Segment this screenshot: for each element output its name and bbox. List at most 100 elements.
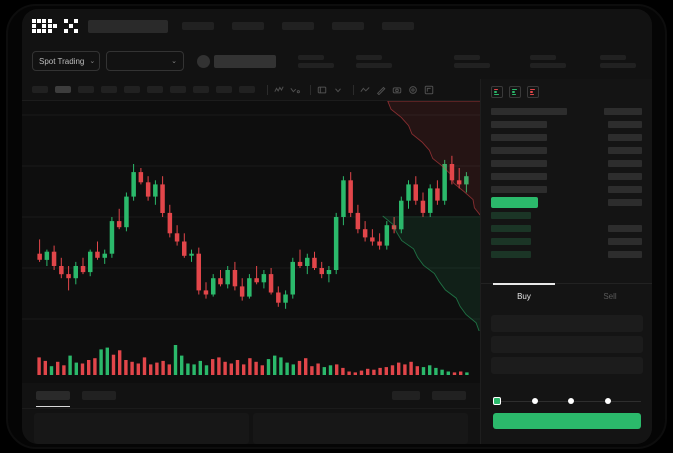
orderbook-ask-row[interactable]: [491, 184, 642, 194]
bottom-panel-1[interactable]: [34, 413, 249, 444]
order-field-amount[interactable]: [491, 336, 643, 353]
stat-label: [600, 54, 626, 60]
nav-item-5[interactable]: [382, 22, 414, 30]
compare-icon[interactable]: [289, 84, 301, 96]
tab-buy[interactable]: Buy: [481, 282, 567, 308]
pair-name-value: [214, 54, 276, 68]
orderbook-both-icon[interactable]: [491, 86, 503, 98]
ask-price: [491, 146, 547, 154]
stepper-step-1[interactable]: [493, 397, 501, 405]
orderbook-bid-row[interactable]: [491, 236, 642, 246]
pencil-icon[interactable]: [375, 84, 387, 96]
stepper-track: [610, 400, 641, 402]
header-search-field[interactable]: [88, 19, 168, 33]
orderbook-ask-row[interactable]: [491, 171, 642, 181]
stepper-track: [574, 400, 605, 402]
ticker-bar: Spot Trading ⌄ ⌄: [22, 43, 652, 79]
nav-item-4[interactable]: [332, 22, 364, 30]
orderbook-ask-row[interactable]: [491, 132, 642, 142]
orderbook-ask-row[interactable]: [491, 119, 642, 129]
submit-order-button[interactable]: [493, 413, 641, 429]
nav-item-2[interactable]: [232, 22, 264, 30]
pair-select-dropdown[interactable]: ⌄: [106, 51, 184, 71]
stepper-track: [537, 400, 568, 402]
stat-value: [454, 62, 490, 68]
template-icon[interactable]: [316, 84, 328, 96]
ask-size: [608, 146, 642, 154]
line-chart-icon[interactable]: [359, 84, 371, 96]
camera-icon[interactable]: [391, 84, 403, 96]
orderbook-ask-row[interactable]: [491, 145, 642, 155]
indicator-icon[interactable]: [273, 84, 285, 96]
ask-size: [608, 185, 642, 193]
bottom-action-2[interactable]: [432, 391, 466, 400]
settings-icon[interactable]: [407, 84, 419, 96]
trading-mode-dropdown[interactable]: Spot Trading ⌄: [32, 51, 100, 71]
fullscreen-icon[interactable]: [423, 84, 435, 96]
volume-chart[interactable]: [22, 331, 480, 383]
chevron-down-icon[interactable]: [332, 84, 344, 96]
bottom-tab-2[interactable]: [82, 391, 116, 400]
timeframe-button-4[interactable]: [101, 86, 117, 93]
stepper-track: [501, 400, 532, 402]
timeframe-button-1[interactable]: [32, 86, 48, 93]
stat-value: [600, 62, 636, 68]
chevron-down-icon: ⌄: [89, 58, 96, 65]
timeframe-button-3[interactable]: [78, 86, 94, 93]
coin-avatar: [197, 54, 210, 68]
stat-label: [530, 54, 556, 60]
timeframe-button-5[interactable]: [124, 86, 140, 93]
stepper-step-4[interactable]: [604, 398, 611, 404]
ticker-stat-5: [600, 54, 636, 68]
stat-value: [298, 62, 334, 68]
ask-size: [608, 120, 642, 128]
timeframe-button-10[interactable]: [239, 86, 255, 93]
market-depth-overlay: [382, 101, 480, 331]
nav-item-1[interactable]: [182, 22, 214, 30]
timeframe-button-8[interactable]: [193, 86, 209, 93]
order-field-total[interactable]: [491, 357, 643, 374]
bottom-panel-2[interactable]: [253, 413, 468, 444]
orderbook-asks-icon[interactable]: [527, 86, 539, 98]
bid-price: [491, 250, 531, 258]
orderbook-bid-row[interactable]: [491, 210, 642, 220]
bid-size: [608, 237, 642, 245]
stepper-step-2[interactable]: [531, 398, 538, 404]
order-field-price[interactable]: [491, 315, 643, 332]
bid-size: [608, 250, 642, 258]
ask-size: [608, 133, 642, 141]
orderbook-bids-icon[interactable]: [509, 86, 521, 98]
tab-sell[interactable]: Sell: [567, 284, 652, 308]
ask-price: [491, 133, 547, 141]
candlestick-chart[interactable]: [22, 101, 480, 331]
candlestick-chart-svg: [22, 114, 480, 320]
orderbook-bid-row[interactable]: [491, 223, 642, 233]
orderbook-header-row: [491, 106, 642, 116]
timeframe-button-6[interactable]: [147, 86, 163, 93]
nav-item-3[interactable]: [282, 22, 314, 30]
amount-stepper[interactable]: [481, 397, 652, 405]
timeframe-button-2[interactable]: [55, 86, 71, 93]
col-header-size: [604, 107, 642, 115]
stat-value: [356, 62, 392, 68]
col-header-price: [491, 107, 567, 115]
tab-sell-label: Sell: [603, 292, 617, 301]
stat-label: [298, 54, 324, 60]
bid-price: [491, 211, 531, 219]
bid-size: [608, 212, 642, 219]
bottom-tab-1[interactable]: [36, 391, 70, 407]
bid-price: [491, 224, 531, 232]
stepper-step-3[interactable]: [568, 398, 574, 404]
toolbar-divider: [310, 84, 311, 95]
timeframe-button-7[interactable]: [170, 86, 186, 93]
ask-size: [608, 172, 642, 180]
orderbook-bid-row[interactable]: [491, 249, 642, 259]
timeframe-button-9[interactable]: [216, 86, 232, 93]
bottom-action-1[interactable]: [392, 391, 420, 400]
ticker-stat-3: [454, 54, 490, 68]
orderbook-view-toggles: [481, 79, 652, 104]
orderbook-rows: [481, 104, 652, 259]
orderbook-ask-row[interactable]: [491, 158, 642, 168]
orderbook-last-price-row[interactable]: [491, 196, 642, 208]
okx-logo-icon[interactable]: [32, 19, 78, 33]
